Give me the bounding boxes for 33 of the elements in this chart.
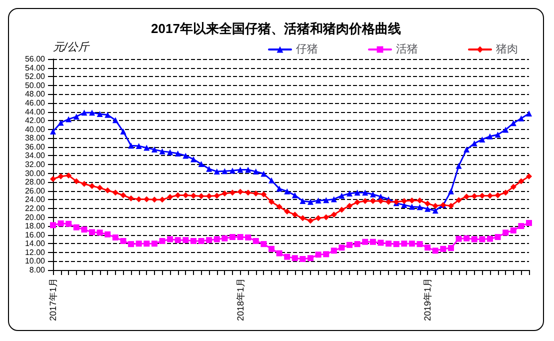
y-tick-label: 28.00 (24, 178, 46, 187)
x-tick-label: 2017年1月 (48, 278, 58, 322)
legend-label: 仔猪 (296, 42, 318, 56)
y-tick-label: 32.00 (24, 160, 46, 169)
y-tick-label: 30.00 (24, 168, 46, 178)
x-tick-label: 2018年1月 (235, 278, 246, 322)
y-tick-label: 42.00 (24, 116, 46, 126)
y-tick-label: 44.00 (24, 107, 46, 116)
y-tick-label: 38.00 (24, 134, 46, 143)
x-tick-label: 2019年1月 (422, 278, 433, 322)
y-tick-label: 16.00 (24, 230, 46, 240)
y-tick-label: 46.00 (24, 98, 46, 108)
y-tick-label: 34.00 (24, 151, 46, 160)
y-tick-label: 56.00 (24, 54, 46, 64)
chart-title: 2017年以来全国仔猪、活猪和猪肉价格曲线 (151, 21, 401, 36)
y-tick-label: 36.00 (24, 142, 46, 152)
y-axis-title: 元/公斤 (53, 40, 90, 54)
y-tick-label: 50.00 (24, 80, 46, 90)
y-tick-label: 22.00 (24, 204, 46, 213)
y-tick-label: 52.00 (24, 72, 46, 82)
y-tick-label: 14.00 (24, 239, 46, 248)
y-tick-label: 12.00 (24, 248, 46, 257)
y-tick-label: 8.00 (29, 266, 46, 274)
y-tick-label: 54.00 (24, 63, 46, 72)
y-tick-label: 18.00 (24, 222, 46, 231)
y-tick-label: 20.00 (24, 212, 46, 222)
y-tick-label: 10.00 (24, 256, 46, 266)
y-tick-label: 48.00 (24, 90, 46, 99)
legend-label: 活猪 (396, 42, 418, 56)
legend-label: 猪肉 (496, 42, 518, 56)
y-tick-label: 40.00 (24, 124, 46, 134)
y-tick-label: 24.00 (24, 195, 46, 204)
y-tick-label: 26.00 (24, 186, 46, 196)
